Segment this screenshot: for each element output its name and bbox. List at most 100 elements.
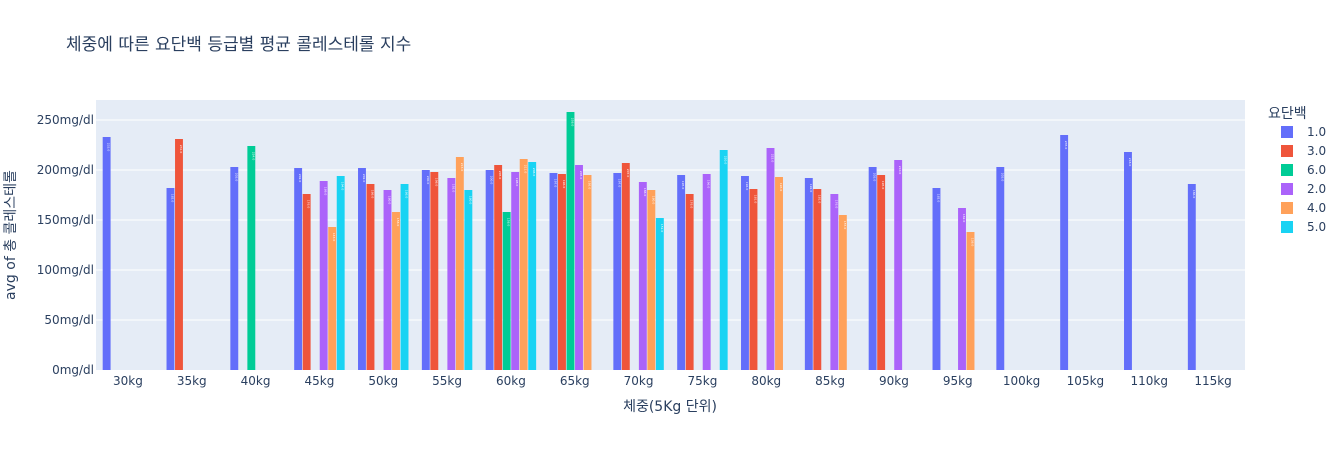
bar[interactable] [1124, 152, 1132, 370]
bar-data-label: 194.0 [341, 182, 345, 191]
bar[interactable] [400, 184, 409, 370]
bar-data-label: 155.0 [843, 221, 847, 230]
bar[interactable] [383, 190, 392, 370]
bar-data-label: 224.0 [251, 152, 255, 161]
bar-data-label: 208.0 [532, 168, 536, 177]
legend-swatch[interactable] [1281, 202, 1293, 214]
bar[interactable] [621, 163, 630, 370]
bar[interactable] [638, 182, 647, 370]
bar[interactable] [677, 175, 686, 370]
bar[interactable] [1187, 184, 1196, 370]
legend-item-label[interactable]: 1.0 [1307, 125, 1326, 139]
bar-data-label: 220.0 [724, 156, 728, 165]
bar-data-label: 180.0 [388, 196, 392, 205]
x-tick-label: 90kg [879, 374, 909, 388]
bar[interactable] [302, 194, 311, 370]
bar[interactable] [511, 172, 520, 370]
bar[interactable] [719, 150, 728, 370]
bar[interactable] [894, 160, 903, 370]
bar[interactable] [328, 227, 337, 370]
bar[interactable] [319, 181, 328, 370]
bar[interactable] [294, 168, 303, 370]
bar[interactable] [958, 208, 966, 370]
bar[interactable] [766, 148, 775, 370]
bar[interactable] [392, 212, 400, 370]
bar[interactable] [877, 175, 886, 370]
bar[interactable] [366, 184, 375, 370]
bar-data-label: 218.0 [1128, 158, 1132, 167]
bar[interactable] [868, 167, 877, 370]
bar[interactable] [519, 159, 528, 370]
legend-item-label[interactable]: 4.0 [1307, 201, 1326, 215]
bar[interactable] [430, 172, 439, 370]
bar[interactable] [647, 190, 656, 370]
legend-swatch[interactable] [1281, 145, 1293, 157]
bar[interactable] [447, 178, 456, 370]
bar-data-label: 180.0 [468, 196, 472, 205]
legend-swatch[interactable] [1281, 164, 1293, 176]
y-tick-label: 0mg/dl [52, 363, 94, 377]
bar[interactable] [175, 139, 183, 370]
bar[interactable] [566, 112, 575, 370]
legend[interactable]: 1.0 3.0 6.0 2.0 4.0 5.0 [1281, 125, 1326, 234]
bar[interactable] [775, 177, 783, 370]
legend-item-label[interactable]: 2.0 [1307, 182, 1326, 196]
bar[interactable] [655, 218, 664, 370]
legend-item-label[interactable]: 5.0 [1307, 220, 1326, 234]
bar[interactable] [485, 170, 494, 370]
x-tick-label: 30kg [113, 374, 143, 388]
bar[interactable] [336, 176, 345, 370]
bar[interactable] [494, 165, 503, 370]
bar[interactable] [741, 176, 749, 370]
bar[interactable] [549, 173, 558, 370]
bar[interactable] [502, 212, 511, 370]
x-tick-labels: 30kg 35kg 40kg 45kg 50kg 55kg 60kg 65kg 70kg 75kg… [113, 374, 1232, 388]
bar-data-label: 176.0 [307, 200, 311, 209]
bar-data-label: 162.0 [962, 214, 966, 223]
plot-area [96, 100, 1245, 370]
bar[interactable] [996, 167, 1005, 370]
bar[interactable] [685, 194, 694, 370]
x-tick-label: 50kg [368, 374, 398, 388]
bar[interactable] [455, 157, 464, 370]
bar-data-label: 196.0 [707, 180, 711, 189]
legend-item-label[interactable]: 3.0 [1307, 144, 1326, 158]
bar-data-label: 192.0 [809, 184, 813, 193]
bar-data-label: 180.0 [651, 196, 655, 205]
bar[interactable] [583, 175, 592, 370]
bar[interactable] [358, 168, 366, 370]
legend-swatch[interactable] [1281, 221, 1293, 233]
legend-item-label[interactable]: 6.0 [1307, 163, 1326, 177]
bar[interactable] [932, 188, 941, 370]
bar-data-label: 198.0 [434, 178, 438, 187]
bar[interactable] [166, 188, 175, 370]
bar-data-label: 202.0 [298, 174, 302, 183]
bar[interactable] [813, 189, 822, 370]
bar[interactable] [613, 173, 622, 370]
bar[interactable] [830, 194, 839, 370]
bar[interactable] [804, 178, 813, 370]
legend-title: 요단백 [1268, 106, 1307, 122]
bar[interactable] [575, 165, 583, 370]
bar[interactable] [464, 190, 473, 370]
bar[interactable] [102, 137, 111, 370]
bar[interactable] [558, 174, 566, 370]
bar-data-label: 181.0 [817, 195, 821, 204]
bar-data-label: 158.0 [507, 218, 511, 227]
bar-data-label: 189.0 [324, 187, 328, 196]
bar[interactable] [230, 167, 239, 370]
bar[interactable] [247, 146, 256, 370]
bar-data-label: 182.0 [936, 194, 940, 203]
bar[interactable] [421, 170, 430, 370]
y-tick-label: 150mg/dl [37, 213, 94, 227]
bar[interactable] [702, 174, 711, 370]
bar-data-label: 197.0 [617, 179, 621, 188]
bar[interactable] [838, 215, 847, 370]
bar[interactable] [1060, 135, 1069, 370]
legend-swatch[interactable] [1281, 183, 1293, 195]
bar[interactable] [749, 189, 758, 370]
bar[interactable] [966, 232, 975, 370]
legend-swatch[interactable] [1281, 126, 1293, 138]
x-tick-label: 60kg [496, 374, 526, 388]
bar[interactable] [528, 162, 537, 370]
